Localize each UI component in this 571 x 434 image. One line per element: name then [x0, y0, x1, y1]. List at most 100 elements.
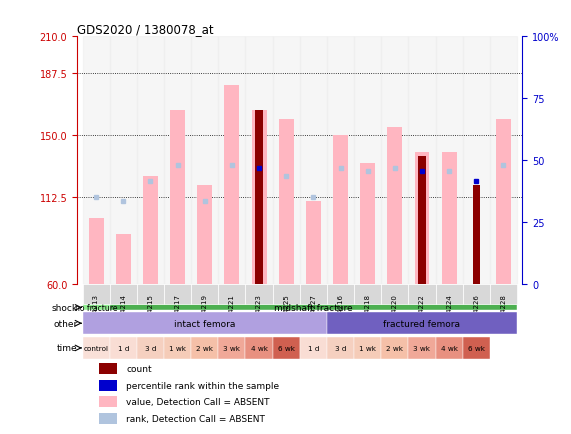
Bar [354, 37, 381, 284]
FancyBboxPatch shape [300, 337, 327, 359]
FancyBboxPatch shape [110, 337, 137, 359]
Text: 1 d: 1 d [308, 345, 319, 351]
FancyBboxPatch shape [408, 284, 436, 304]
Text: 4 wk: 4 wk [251, 345, 268, 351]
Text: GSM74224: GSM74224 [446, 294, 452, 332]
Text: 6 wk: 6 wk [468, 345, 485, 351]
Text: 1 d: 1 d [118, 345, 129, 351]
Text: 4 wk: 4 wk [441, 345, 457, 351]
FancyBboxPatch shape [137, 337, 164, 359]
Text: no fracture: no fracture [75, 303, 118, 312]
FancyBboxPatch shape [436, 284, 463, 304]
FancyBboxPatch shape [83, 337, 110, 359]
Bar [110, 37, 137, 284]
Text: 2 wk: 2 wk [387, 345, 403, 351]
Text: 3 d: 3 d [144, 345, 156, 351]
Text: control: control [83, 345, 108, 351]
Text: 1 wk: 1 wk [359, 345, 376, 351]
Text: GDS2020 / 1380078_at: GDS2020 / 1380078_at [77, 23, 214, 36]
FancyBboxPatch shape [327, 284, 354, 304]
FancyBboxPatch shape [191, 284, 218, 304]
Bar [143, 177, 158, 284]
Text: intact femora: intact femora [174, 319, 235, 328]
Bar [170, 111, 185, 284]
Bar [272, 37, 300, 284]
Bar [381, 37, 408, 284]
Bar [436, 37, 463, 284]
Bar [387, 128, 403, 284]
FancyBboxPatch shape [300, 284, 327, 304]
FancyBboxPatch shape [83, 312, 327, 335]
FancyBboxPatch shape [327, 312, 517, 335]
Text: GSM74217: GSM74217 [175, 294, 180, 332]
Bar [191, 37, 218, 284]
Bar [99, 413, 117, 424]
Text: GSM74226: GSM74226 [473, 294, 479, 332]
FancyBboxPatch shape [83, 305, 110, 311]
Text: GSM74222: GSM74222 [419, 294, 425, 332]
FancyBboxPatch shape [137, 284, 164, 304]
Bar [279, 119, 293, 284]
Bar [99, 397, 117, 408]
Bar [218, 37, 246, 284]
FancyBboxPatch shape [490, 284, 517, 304]
FancyBboxPatch shape [272, 284, 300, 304]
Text: percentile rank within the sample: percentile rank within the sample [126, 381, 279, 390]
Text: GSM74227: GSM74227 [311, 294, 316, 332]
Bar [442, 152, 457, 284]
FancyBboxPatch shape [272, 337, 300, 359]
Bar [99, 380, 117, 391]
Bar [327, 37, 354, 284]
FancyBboxPatch shape [110, 284, 137, 304]
FancyBboxPatch shape [463, 337, 490, 359]
Text: GSM74219: GSM74219 [202, 294, 208, 332]
Bar [99, 363, 117, 375]
FancyBboxPatch shape [246, 284, 272, 304]
Bar [300, 37, 327, 284]
FancyBboxPatch shape [246, 337, 272, 359]
FancyBboxPatch shape [327, 337, 354, 359]
Text: GSM74225: GSM74225 [283, 294, 289, 332]
Text: midshaft fracture: midshaft fracture [274, 303, 353, 312]
Text: value, Detection Call = ABSENT: value, Detection Call = ABSENT [126, 398, 270, 407]
Text: GSM74215: GSM74215 [147, 294, 154, 332]
FancyBboxPatch shape [463, 284, 490, 304]
Text: fractured femora: fractured femora [384, 319, 460, 328]
Text: GSM74223: GSM74223 [256, 294, 262, 332]
Bar [116, 234, 131, 284]
Bar [83, 37, 110, 284]
Bar [306, 201, 321, 284]
Text: 3 wk: 3 wk [413, 345, 431, 351]
Text: 3 d: 3 d [335, 345, 346, 351]
FancyBboxPatch shape [110, 305, 517, 311]
Text: GSM74228: GSM74228 [500, 294, 506, 332]
Text: count: count [126, 364, 152, 373]
Bar [224, 86, 239, 284]
FancyBboxPatch shape [381, 337, 408, 359]
Text: GSM74220: GSM74220 [392, 294, 398, 332]
Bar [137, 37, 164, 284]
Bar [252, 111, 267, 284]
Bar [197, 185, 212, 284]
FancyBboxPatch shape [354, 284, 381, 304]
Bar [418, 157, 426, 284]
Text: GSM74218: GSM74218 [365, 294, 371, 332]
Bar [255, 111, 263, 284]
Bar [463, 37, 490, 284]
Text: 3 wk: 3 wk [223, 345, 240, 351]
Text: 1 wk: 1 wk [169, 345, 186, 351]
FancyBboxPatch shape [381, 284, 408, 304]
Bar [490, 37, 517, 284]
Text: GSM74216: GSM74216 [337, 294, 344, 332]
Text: rank, Detection Call = ABSENT: rank, Detection Call = ABSENT [126, 414, 265, 423]
Text: other: other [53, 319, 78, 328]
Bar [360, 164, 375, 284]
FancyBboxPatch shape [436, 337, 463, 359]
FancyBboxPatch shape [83, 284, 110, 304]
Bar [164, 37, 191, 284]
Text: 6 wk: 6 wk [278, 345, 295, 351]
Bar [473, 185, 480, 284]
Bar [246, 37, 272, 284]
FancyBboxPatch shape [354, 337, 381, 359]
Bar [496, 119, 511, 284]
